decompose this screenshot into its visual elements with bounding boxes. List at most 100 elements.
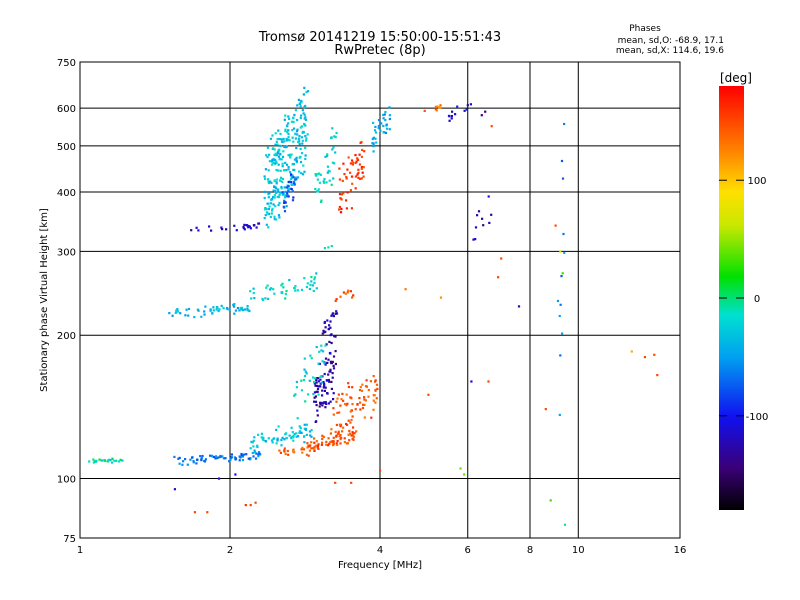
data-point (327, 358, 330, 361)
data-point (374, 125, 377, 128)
data-point (379, 469, 382, 472)
data-point (554, 224, 557, 227)
data-point (359, 386, 362, 389)
data-point (209, 309, 212, 313)
data-point (274, 205, 277, 208)
data-point (278, 158, 281, 161)
data-point (347, 289, 350, 292)
data-point (321, 437, 324, 441)
data-point (281, 155, 285, 158)
data-point (313, 391, 316, 394)
data-point (560, 159, 564, 163)
data-point (275, 168, 278, 172)
data-point (248, 225, 251, 228)
x-tick-label: 4 (377, 545, 383, 556)
data-point (351, 161, 355, 164)
data-point (292, 434, 295, 438)
data-point (347, 382, 350, 385)
data-point (283, 449, 286, 452)
data-point (290, 173, 293, 176)
data-point (365, 379, 368, 382)
data-point (228, 308, 231, 311)
data-point (186, 463, 189, 466)
data-point (200, 458, 203, 461)
data-point (561, 332, 564, 335)
data-point (333, 335, 336, 338)
data-point (282, 169, 286, 172)
data-point (285, 124, 289, 127)
data-point (273, 153, 276, 157)
data-point (326, 154, 329, 157)
data-point (295, 380, 298, 384)
data-point (184, 458, 187, 461)
data-point (349, 171, 352, 174)
data-point (356, 158, 360, 161)
data-point (345, 177, 348, 180)
data-point (263, 175, 266, 178)
data-point (314, 173, 317, 176)
data-point (291, 190, 294, 193)
data-point (270, 198, 273, 201)
data-point (178, 456, 181, 459)
data-point (345, 393, 348, 396)
data-point (328, 380, 331, 383)
data-point (308, 287, 311, 291)
data-point (303, 117, 306, 120)
data-point (338, 205, 341, 209)
data-point (249, 290, 252, 293)
data-point (271, 207, 274, 210)
data-point (313, 448, 316, 451)
chart-subtitle: RwPretec (8p) (334, 43, 425, 58)
data-point (448, 119, 451, 122)
data-point (349, 189, 352, 192)
data-point (222, 307, 225, 310)
data-point (288, 139, 291, 142)
data-point (255, 452, 258, 455)
data-point (384, 119, 387, 122)
data-point (321, 332, 324, 335)
data-point (203, 313, 206, 316)
data-point (275, 182, 278, 185)
y-tick-label: 750 (57, 58, 76, 69)
data-point (221, 228, 224, 231)
data-point (269, 202, 273, 205)
data-point (356, 403, 359, 406)
data-point (350, 418, 353, 422)
data-point (287, 122, 290, 125)
data-point (220, 304, 223, 307)
data-point (210, 229, 213, 232)
data-point (334, 299, 337, 302)
data-point (117, 460, 121, 463)
data-point (252, 455, 255, 458)
data-point (373, 129, 377, 132)
data-point (287, 453, 290, 456)
y-tick-label: 600 (57, 104, 76, 115)
data-point (339, 434, 342, 437)
data-point (283, 118, 286, 121)
data-point (264, 297, 267, 300)
data-point (315, 404, 318, 407)
data-point (304, 116, 307, 119)
x-tick-label: 1 (77, 545, 83, 556)
data-point (267, 178, 270, 181)
data-point (260, 436, 263, 439)
data-point (331, 372, 334, 375)
data-point (271, 147, 274, 150)
data-point (283, 438, 286, 441)
data-point (349, 410, 352, 413)
data-point (318, 405, 321, 408)
data-point (303, 122, 306, 126)
data-point (239, 306, 242, 310)
data-point (100, 459, 103, 462)
data-point (294, 393, 297, 396)
data-point (383, 113, 386, 116)
data-point (304, 124, 307, 127)
data-point (298, 134, 301, 138)
data-point (338, 178, 341, 181)
data-point (292, 176, 295, 179)
data-point (289, 171, 292, 174)
data-point (327, 378, 330, 382)
data-point (92, 458, 95, 461)
data-point (380, 122, 383, 125)
data-point (277, 169, 280, 172)
